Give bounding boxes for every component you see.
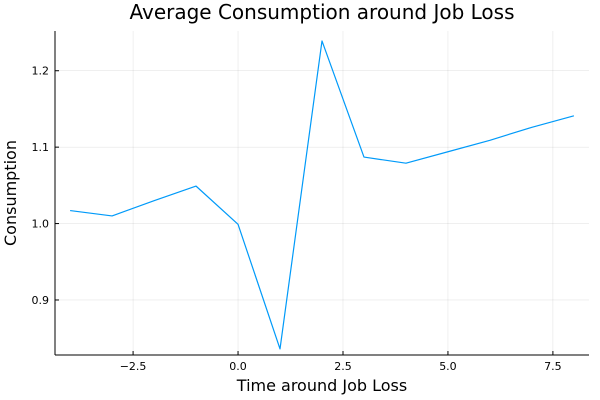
- y-axis-label: Consumption: [1, 140, 20, 246]
- x-tick-label: 2.5: [334, 360, 352, 373]
- x-axis-label: Time around Job Loss: [236, 376, 407, 395]
- grid: [55, 31, 589, 355]
- y-tick-label: 1.2: [32, 65, 50, 78]
- series-line: [70, 40, 575, 350]
- y-tick-label: 0.9: [32, 294, 50, 307]
- y-tick-label: 1.1: [32, 141, 50, 154]
- chart-title: Average Consumption around Job Loss: [129, 0, 514, 24]
- x-tick-label: −2.5: [120, 360, 147, 373]
- x-tick-label: 0.0: [229, 360, 247, 373]
- x-tick-label: 7.5: [544, 360, 562, 373]
- y-ticks: 0.9 1.0 1.1 1.2: [32, 65, 59, 307]
- x-tick-label: 5.0: [439, 360, 457, 373]
- y-tick-label: 1.0: [32, 218, 50, 231]
- x-ticks: −2.5 0.0 2.5 5.0 7.5: [120, 351, 562, 373]
- series-group: [70, 40, 575, 350]
